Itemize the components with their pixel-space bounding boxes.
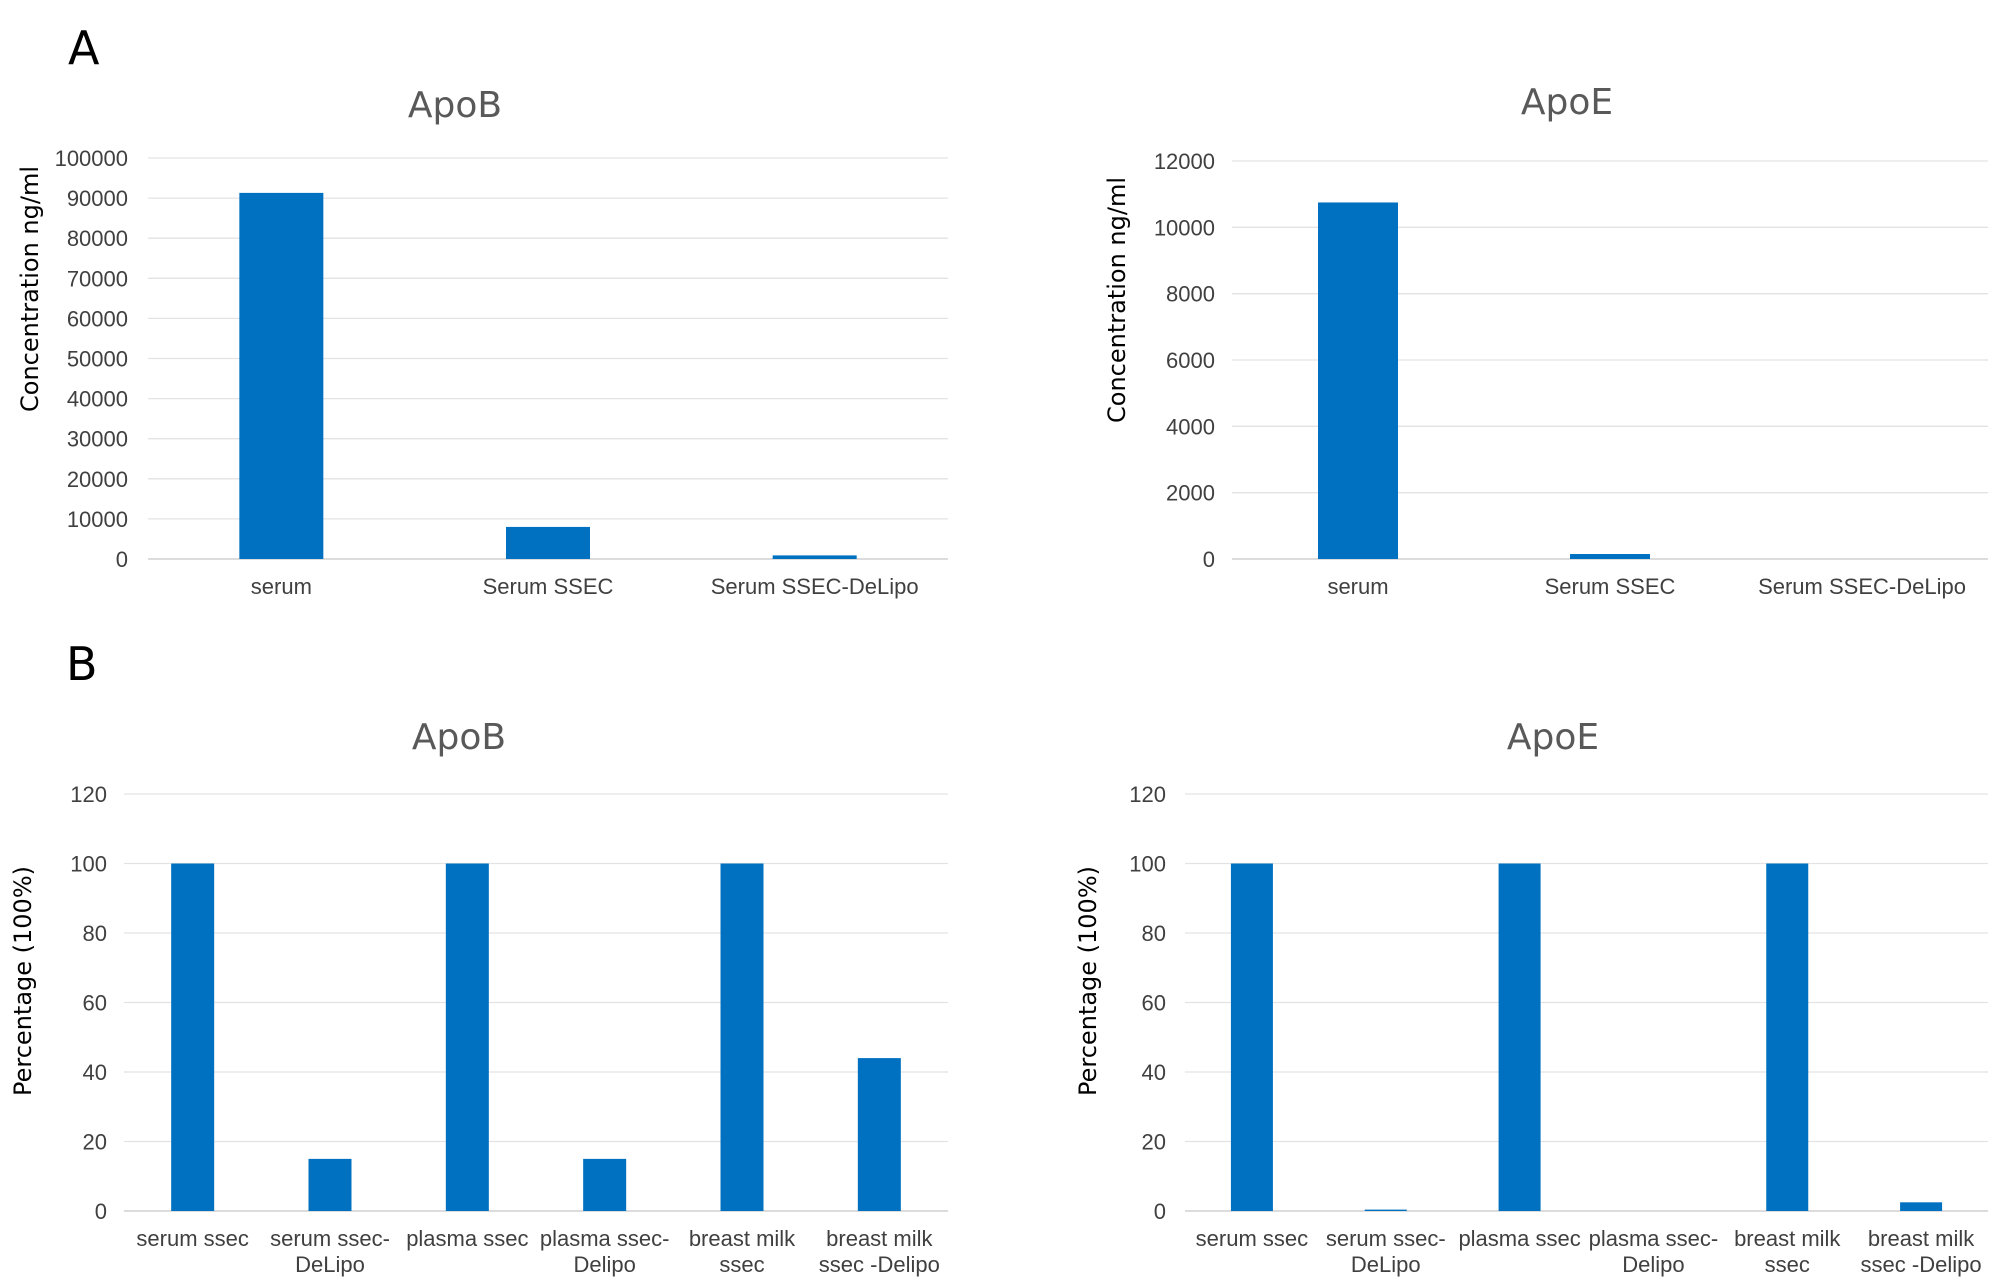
x-tick-label: breast milk — [689, 1226, 796, 1251]
bar — [857, 1058, 901, 1211]
x-tick-label: breast milk — [1734, 1226, 1841, 1251]
x-tick-label: plasma ssec — [406, 1226, 528, 1251]
y-tick-label: 60000 — [67, 306, 128, 331]
x-tick-label: serum — [251, 574, 312, 599]
x-tick-label: serum ssec- — [270, 1226, 390, 1251]
x-tick-label: serum ssec- — [1326, 1226, 1446, 1251]
x-tick-label: ssec — [1765, 1252, 1810, 1277]
bar — [171, 863, 215, 1211]
bar — [308, 1158, 352, 1211]
bar — [1230, 863, 1273, 1211]
bar — [1900, 1202, 1943, 1211]
y-tick-label: 20 — [83, 1130, 107, 1155]
x-tick-label: Serum SSEC — [483, 574, 614, 599]
bar — [1570, 554, 1650, 559]
y-tick-label: 70000 — [67, 266, 128, 291]
y-tick-label: 60 — [83, 991, 107, 1016]
y-tick-label: 30000 — [67, 427, 128, 452]
x-tick-label: serum ssec — [1196, 1226, 1308, 1251]
y-tick-label: 120 — [1129, 782, 1166, 807]
y-tick-label: 10000 — [67, 507, 128, 532]
y-axis-label: Percentage (100%) — [1074, 866, 1102, 1096]
bar — [1766, 863, 1809, 1211]
x-tick-label: plasma ssec — [1458, 1226, 1580, 1251]
y-tick-label: 80000 — [67, 226, 128, 251]
y-tick-label: 60 — [1142, 991, 1166, 1016]
y-tick-label: 90000 — [67, 186, 128, 211]
bar — [720, 863, 764, 1211]
y-tick-label: 100000 — [55, 146, 128, 171]
x-tick-label: Delipo — [573, 1252, 635, 1277]
y-tick-label: 40 — [1142, 1060, 1166, 1085]
y-tick-label: 10000 — [1154, 215, 1215, 240]
y-tick-label: 0 — [1154, 1199, 1166, 1224]
panel-letter-b: B — [66, 637, 98, 691]
y-tick-label: 20 — [1142, 1130, 1166, 1155]
x-tick-label: ssec -Delipo — [1861, 1252, 1982, 1277]
y-tick-label: 20000 — [67, 467, 128, 492]
x-tick-label: breast milk — [826, 1226, 933, 1251]
chart-a-apoe: ApoE Concentration ng/ml 0 2000 4000 6000 80… — [1103, 82, 1988, 599]
y-tick-label: 4000 — [1166, 414, 1215, 439]
y-tick-label: 40000 — [67, 387, 128, 412]
y-tick-label: 100 — [1129, 852, 1166, 877]
x-tick-label: serum — [1327, 574, 1388, 599]
x-tick-label: breast milk — [1868, 1226, 1975, 1251]
y-tick-label: 8000 — [1166, 282, 1215, 307]
x-tick-label: ssec — [719, 1252, 764, 1277]
chart-title: ApoE — [1521, 82, 1613, 123]
y-tick-label: 50000 — [67, 347, 128, 372]
x-tick-label: Delipo — [1622, 1252, 1684, 1277]
x-tick-label: ssec -Delipo — [819, 1252, 940, 1277]
x-tick-label: Serum SSEC — [1545, 574, 1676, 599]
y-tick-label: 40 — [83, 1060, 107, 1085]
bar — [1498, 863, 1541, 1211]
x-tick-label: Serum SSEC-DeLipo — [1758, 574, 1966, 599]
y-axis-label: Concentration ng/ml — [1103, 177, 1131, 423]
y-tick-label: 2000 — [1166, 481, 1215, 506]
chart-b-apob: ApoB Percentage (100%) 0 20 40 60 80 100 120 s… — [9, 717, 948, 1277]
y-tick-label: 0 — [116, 547, 128, 572]
y-tick-label: 0 — [95, 1199, 107, 1224]
y-tick-label: 100 — [70, 852, 107, 877]
y-tick-label: 0 — [1203, 547, 1215, 572]
x-tick-label: plasma ssec- — [540, 1226, 670, 1251]
bar — [772, 555, 857, 559]
bar — [1364, 1209, 1407, 1211]
x-tick-label: plasma ssec- — [1589, 1226, 1719, 1251]
chart-a-apob: ApoB Concentration ng/ml 0 10000 20000 3000… — [16, 85, 948, 599]
bar — [239, 192, 324, 559]
panel-letter-a: A — [68, 21, 100, 75]
y-axis-label: Concentration ng/ml — [16, 166, 44, 412]
chart-title: ApoB — [408, 85, 502, 126]
bar — [583, 1158, 627, 1211]
x-tick-label: DeLipo — [1351, 1252, 1421, 1277]
y-tick-label: 80 — [1142, 921, 1166, 946]
chart-b-apoe: ApoE Percentage (100%) 0 20 40 60 80 100 120 s… — [1074, 717, 1988, 1277]
y-tick-label: 12000 — [1154, 149, 1215, 174]
bar — [1318, 202, 1398, 560]
chart-title: ApoB — [412, 717, 506, 758]
x-tick-label: Serum SSEC-DeLipo — [711, 574, 919, 599]
x-tick-label: serum ssec — [136, 1226, 248, 1251]
y-tick-label: 120 — [70, 782, 107, 807]
bar — [445, 863, 489, 1211]
y-tick-label: 6000 — [1166, 348, 1215, 373]
x-tick-label: DeLipo — [295, 1252, 365, 1277]
y-tick-label: 80 — [83, 921, 107, 946]
chart-title: ApoE — [1507, 717, 1599, 758]
y-axis-label: Percentage (100%) — [9, 866, 37, 1096]
bar — [506, 526, 590, 559]
